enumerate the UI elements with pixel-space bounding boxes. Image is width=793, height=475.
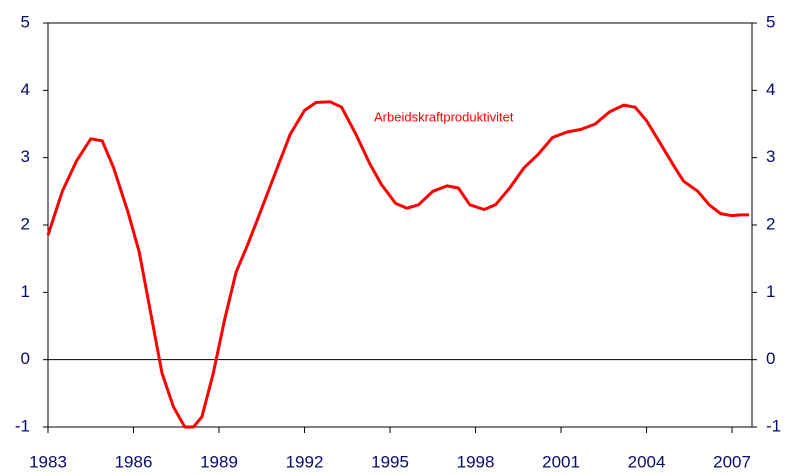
y-tick-label: 2 xyxy=(21,214,30,233)
x-tick-label: 2007 xyxy=(713,452,751,471)
y-tick-label: 3 xyxy=(21,147,30,166)
y-tick-label: 5 xyxy=(21,12,30,31)
y2-tick-label: 2 xyxy=(766,214,775,233)
x-tick-label: 1983 xyxy=(29,452,67,471)
x-tick-label: 1989 xyxy=(200,452,238,471)
x-tick-label: 1998 xyxy=(457,452,495,471)
x-tick-label: 1992 xyxy=(286,452,324,471)
y-tick-label: 4 xyxy=(21,80,30,99)
y-tick-label: -1 xyxy=(15,416,30,435)
y-tick-label: 1 xyxy=(21,282,30,301)
line-series xyxy=(46,100,750,429)
y2-tick-label: 4 xyxy=(766,80,775,99)
y2-tick-label: 5 xyxy=(766,12,775,31)
y2-tick-label: 1 xyxy=(766,282,775,301)
x-tick-label: 1986 xyxy=(115,452,153,471)
plot-frame xyxy=(47,22,753,428)
y2-tick-label: -1 xyxy=(766,416,781,435)
x-tick-label: 2004 xyxy=(628,452,666,471)
x-tick-label: 1995 xyxy=(371,452,409,471)
annotation: Arbeidskraftproduktivitet xyxy=(374,109,514,124)
y2-tick-label: 3 xyxy=(766,147,775,166)
y-tick-label: 0 xyxy=(21,349,30,368)
y2-tick-label: 0 xyxy=(766,349,775,368)
x-tick-label: 2001 xyxy=(542,452,580,471)
